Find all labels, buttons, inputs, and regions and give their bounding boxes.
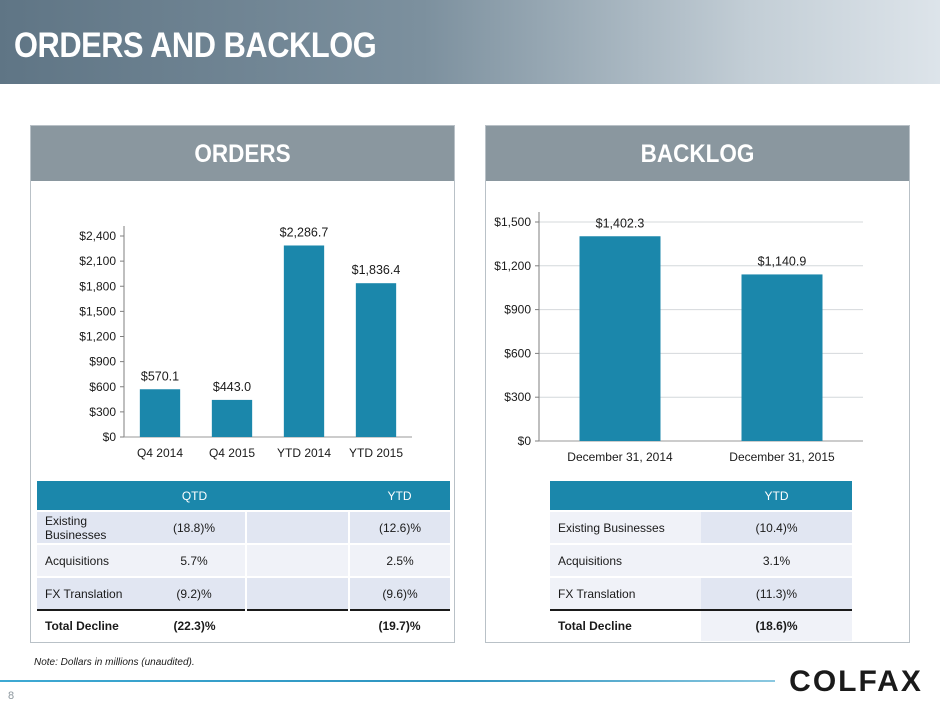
backlog-table-header: YTD <box>550 481 852 511</box>
table-row: Acquisitions 5.7% 2.5% <box>37 543 450 577</box>
data-label: $1,402.3 <box>596 216 645 230</box>
bar <box>355 283 397 437</box>
backlog-header-blank <box>550 481 701 511</box>
orders-bar-chart: $0 $300 $600 $900 $1,200 $1,500 $1,800 $2,100 $2… <box>79 225 412 460</box>
row-label: FX Translation <box>550 576 701 610</box>
orders-header-qtd: QTD <box>143 481 246 511</box>
y-tick-label: $2,100 <box>79 254 116 268</box>
footer-divider <box>0 680 775 682</box>
total-spacer <box>246 609 349 641</box>
table-row: Existing Businesses (10.4)% <box>550 510 852 544</box>
table-row: FX Translation (11.3)% <box>550 576 852 610</box>
backlog-panel: BACKLOG $0 $300 $600 $900 $1,200 $1,500 $1,402… <box>485 125 910 643</box>
orders-panel: ORDERS $0 $300 $600 $900 $1,200 $1,500 $1,800 $… <box>30 125 455 643</box>
y-tick-label: $1,800 <box>79 279 116 293</box>
row-spacer <box>245 510 350 544</box>
y-tick-label: $900 <box>504 303 531 317</box>
colfax-logo: COLFAX <box>789 665 923 696</box>
page-title: ORDERS AND BACKLOG <box>14 26 377 65</box>
total-ytd: (19.7)% <box>349 609 450 641</box>
y-tick-label: $1,500 <box>79 304 116 318</box>
orders-panel-header: ORDERS <box>31 126 454 181</box>
total-ytd: (18.6)% <box>701 609 852 641</box>
orders-header-spacer <box>246 481 349 511</box>
y-tick-label: $300 <box>504 390 531 404</box>
backlog-table: YTD Existing Businesses (10.4)% Acquisit… <box>550 481 852 641</box>
footnote: Note: Dollars in millions (unaudited). <box>34 657 195 668</box>
data-label: $2,286.7 <box>280 225 329 239</box>
row-qtd: (18.8)% <box>143 510 246 544</box>
orders-header-blank <box>37 481 143 511</box>
orders-table: QTD YTD Existing Businesses (18.8)% (12.… <box>37 481 450 641</box>
table-row: FX Translation (9.2)% (9.6)% <box>37 576 450 610</box>
page-number: 8 <box>8 690 15 702</box>
y-tick-label: $600 <box>504 346 531 360</box>
bar <box>283 245 325 437</box>
backlog-header-ytd: YTD <box>701 481 852 511</box>
backlog-panel-header: BACKLOG <box>486 126 909 181</box>
y-tick-label: $300 <box>89 405 116 419</box>
backlog-bar-chart: $0 $300 $600 $900 $1,200 $1,500 $1,402.3 Decemb… <box>494 212 863 464</box>
table-row: Acquisitions 3.1% <box>550 543 852 577</box>
data-label: $1,836.4 <box>352 263 401 277</box>
logo-text: COLFAX <box>789 665 923 696</box>
y-tick-label: $0 <box>518 434 532 448</box>
row-ytd: 3.1% <box>701 543 852 577</box>
x-tick-label: YTD 2015 <box>349 446 403 460</box>
x-tick-label: Q4 2015 <box>209 446 255 460</box>
total-label: Total Decline <box>550 609 701 641</box>
row-ytd: (11.3)% <box>701 576 852 610</box>
y-tick-label: $1,500 <box>494 215 531 229</box>
y-tick-label: $600 <box>89 380 116 394</box>
bar <box>211 399 253 437</box>
row-label: FX Translation <box>37 576 143 610</box>
row-ytd: (10.4)% <box>701 510 852 544</box>
orders-header-ytd: YTD <box>349 481 450 511</box>
row-label: Acquisitions <box>37 543 143 577</box>
row-qtd: 5.7% <box>143 543 246 577</box>
orders-table-header: QTD YTD <box>37 481 450 511</box>
x-tick-label: December 31, 2014 <box>567 450 673 464</box>
y-tick-label: $2,400 <box>79 229 116 243</box>
bar <box>579 236 661 441</box>
orders-title: ORDERS <box>194 140 291 168</box>
data-label: $1,140.9 <box>758 254 807 268</box>
table-row: Existing Businesses (18.8)% (12.6)% <box>37 510 450 544</box>
row-ytd: 2.5% <box>349 543 450 577</box>
row-label: Existing Businesses <box>550 510 701 544</box>
y-tick-label: $1,200 <box>79 330 116 344</box>
title-banner: ORDERS AND BACKLOG <box>0 0 940 84</box>
total-row: Total Decline (18.6)% <box>550 609 852 641</box>
total-row: Total Decline (22.3)% (19.7)% <box>37 609 450 641</box>
y-tick-label: $900 <box>89 355 116 369</box>
total-label: Total Decline <box>37 609 143 641</box>
row-ytd: (9.6)% <box>349 576 450 610</box>
row-qtd: (9.2)% <box>143 576 246 610</box>
row-spacer <box>245 543 350 577</box>
data-label: $443.0 <box>213 380 251 394</box>
x-tick-label: YTD 2014 <box>277 446 331 460</box>
row-label: Existing Businesses <box>37 510 143 544</box>
row-ytd: (12.6)% <box>349 510 450 544</box>
row-label: Acquisitions <box>550 543 701 577</box>
x-tick-label: December 31, 2015 <box>729 450 835 464</box>
data-label: $570.1 <box>141 369 179 383</box>
bar <box>139 389 181 437</box>
backlog-title: BACKLOG <box>640 140 755 168</box>
total-qtd: (22.3)% <box>143 609 246 641</box>
row-spacer <box>245 576 350 610</box>
y-tick-label: $0 <box>103 430 117 444</box>
x-tick-label: Q4 2014 <box>137 446 183 460</box>
y-tick-label: $1,200 <box>494 259 531 273</box>
bar <box>741 274 823 441</box>
